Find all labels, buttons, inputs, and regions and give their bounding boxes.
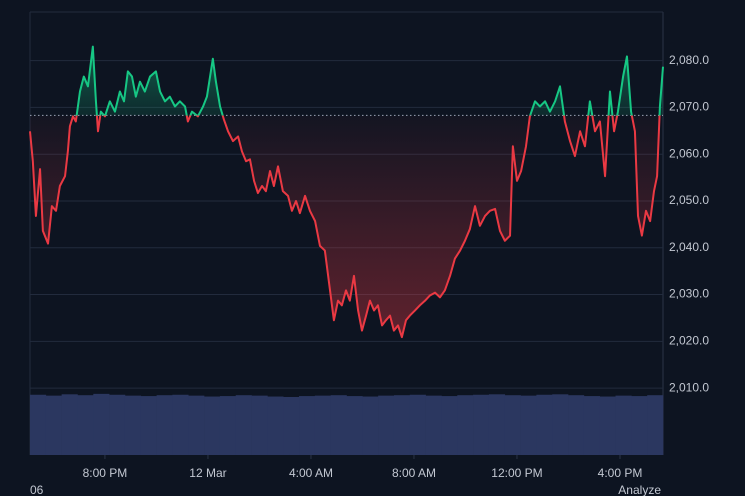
volume-bar xyxy=(188,395,205,455)
volume-bar xyxy=(504,395,521,455)
y-tick-label: 2,080.0 xyxy=(669,53,709,67)
volume-bar xyxy=(314,395,331,455)
volume-bar xyxy=(283,396,300,455)
volume-bar xyxy=(362,396,379,455)
volume-bar xyxy=(124,395,142,455)
volume-bar xyxy=(235,395,252,455)
volume-bar xyxy=(204,396,221,455)
volume-bar xyxy=(393,395,411,455)
volume-bar xyxy=(520,395,537,455)
volume-bar xyxy=(140,396,157,455)
volume-bar xyxy=(473,394,490,455)
volume-bar xyxy=(425,395,442,455)
footer-left: 06 xyxy=(30,483,44,496)
footer-right[interactable]: Analyze xyxy=(618,483,661,496)
volume-bar xyxy=(615,395,632,455)
volume-bar xyxy=(378,395,395,455)
volume-bar xyxy=(536,394,553,455)
volume-bar xyxy=(330,395,347,455)
x-tick-label: 12:00 PM xyxy=(491,466,542,480)
volume-bar xyxy=(251,395,268,455)
x-tick-label: 12 Mar xyxy=(189,466,226,480)
volume-bar xyxy=(552,394,569,455)
volume-bar xyxy=(299,396,316,455)
x-tick-label: 8:00 AM xyxy=(392,466,436,480)
volume-bar xyxy=(45,395,62,455)
y-tick-label: 2,020.0 xyxy=(669,333,709,347)
price-line xyxy=(29,45,664,339)
x-tick-label: 4:00 AM xyxy=(289,466,333,480)
y-tick-label: 2,050.0 xyxy=(669,193,709,207)
volume-bar xyxy=(599,396,616,455)
volume-bar xyxy=(568,395,585,455)
volume-bar xyxy=(647,395,664,455)
volume-bar xyxy=(219,396,237,455)
volume-bar xyxy=(93,393,110,455)
volume-bar xyxy=(488,394,506,455)
volume-bar xyxy=(583,396,600,455)
y-tick-label: 2,070.0 xyxy=(669,100,709,114)
volume-bar xyxy=(631,396,648,455)
volume-bar xyxy=(156,395,173,455)
volume-bar xyxy=(267,396,284,455)
volume-bar xyxy=(457,395,474,455)
y-tick-label: 2,030.0 xyxy=(669,287,709,301)
y-tick-label: 2,060.0 xyxy=(669,146,709,160)
y-tick-label: 2,040.0 xyxy=(669,240,709,254)
x-tick-label: 8:00 PM xyxy=(83,466,128,480)
volume-bar xyxy=(346,396,363,455)
x-tick-label: 4:00 PM xyxy=(598,466,643,480)
volume-bar xyxy=(441,396,458,455)
volume-bar xyxy=(30,394,47,455)
volume-bar xyxy=(61,394,78,455)
volume-bar xyxy=(77,395,94,455)
y-tick-label: 2,010.0 xyxy=(669,380,709,394)
volume-bar xyxy=(172,394,189,455)
volume-bar xyxy=(109,394,126,455)
volume-bar xyxy=(409,394,426,455)
